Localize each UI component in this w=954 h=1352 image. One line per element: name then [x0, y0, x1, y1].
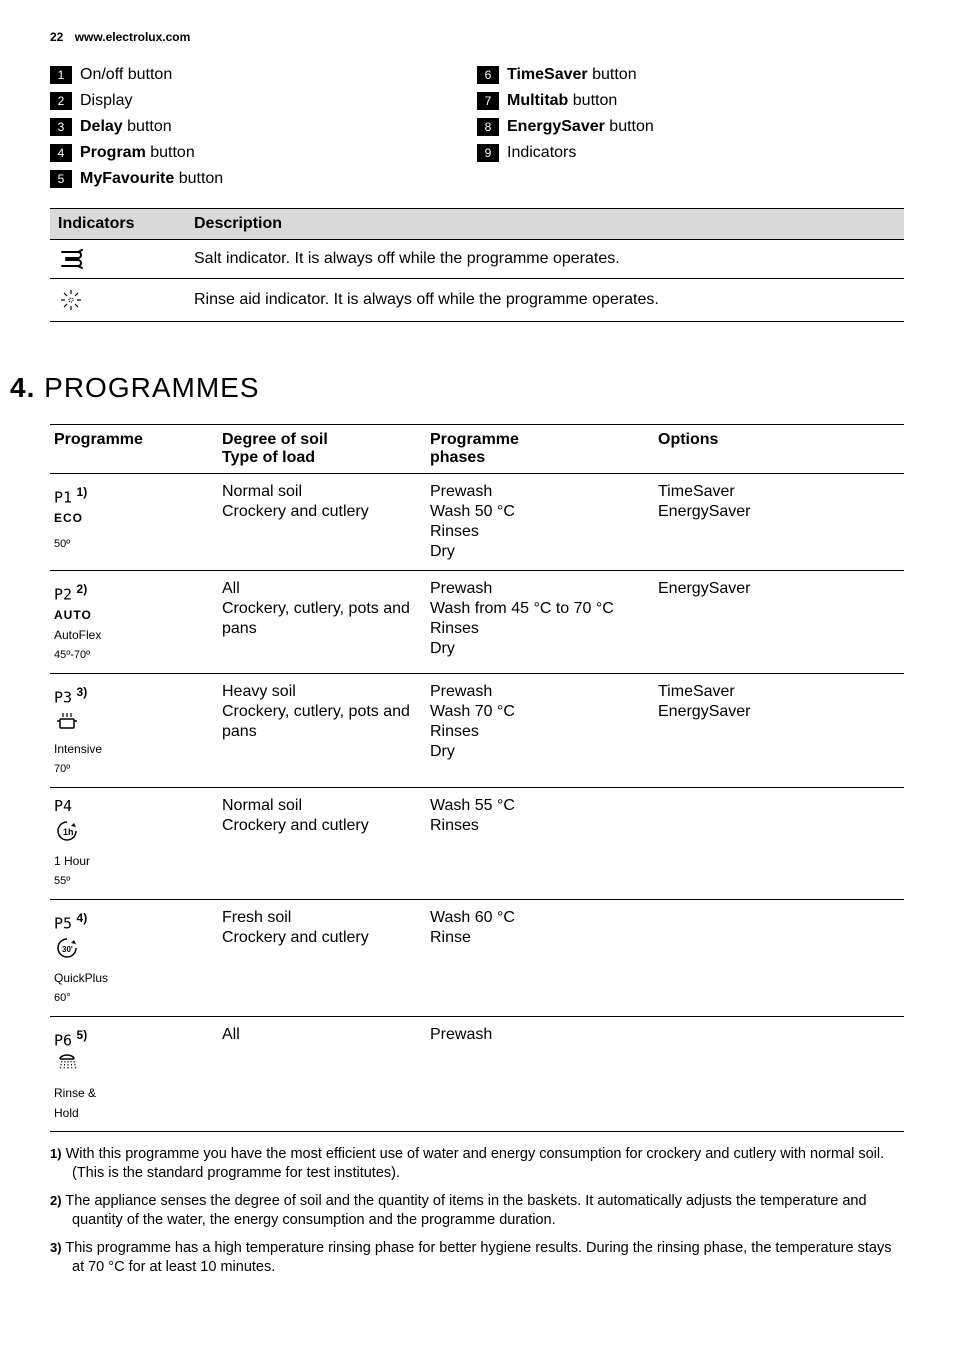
legend-text: On/off button [80, 64, 172, 86]
footnotes: 1) With this programme you have the most… [50, 1144, 904, 1277]
footnote-2: 2) The appliance senses the degree of so… [50, 1191, 904, 1230]
legend-item: 9 Indicators [477, 142, 904, 164]
indicators-table: Indicators Description Salt indicator. I… [50, 208, 904, 322]
legend: 1 On/off button 2 Display 3 Delay button… [50, 64, 904, 194]
legend-item: 8 EnergySaver button [477, 116, 904, 138]
legend-item: 3 Delay button [50, 116, 477, 138]
legend-badge: 5 [50, 170, 72, 188]
legend-text: Delay button [80, 116, 172, 138]
footnote-1: 1) With this programme you have the most… [50, 1144, 904, 1183]
phases-p1: PrewashWash 50 °CRinsesDry [426, 474, 654, 571]
legend-badge: 2 [50, 92, 72, 110]
prog-p3: P3 3) Intensive 70º [50, 674, 218, 787]
legend-item: 5 MyFavourite button [50, 168, 477, 190]
legend-text: Program button [80, 142, 195, 164]
page-number: 22 [50, 30, 63, 44]
options-p6 [654, 1016, 904, 1131]
pot-icon [54, 711, 214, 737]
salt-icon [50, 240, 186, 279]
section-4-title: 4. PROGRAMMES [10, 372, 904, 404]
footnote-3: 3) This programme has a high temperature… [50, 1238, 904, 1277]
legend-text: MyFavourite button [80, 168, 223, 190]
legend-item: 4 Program button [50, 142, 477, 164]
phases-p3: PrewashWash 70 °CRinsesDry [426, 674, 654, 787]
legend-badge: 6 [477, 66, 499, 84]
header-url: www.electrolux.com [75, 30, 191, 44]
legend-badge: 4 [50, 144, 72, 162]
legend-item: 2 Display [50, 90, 477, 112]
soil-p1: Normal soilCrockery and cutlery [218, 474, 426, 571]
th-options: Options [654, 425, 904, 474]
soil-p2: AllCrockery, cutlery, pots and pans [218, 571, 426, 674]
options-p2: EnergySaver [654, 571, 904, 674]
svg-text:30': 30' [62, 945, 73, 954]
programmes-table: Programme Degree of soil Type of load Pr… [50, 424, 904, 1132]
phases-p4: Wash 55 °CRinses [426, 787, 654, 899]
legend-text: TimeSaver button [507, 64, 637, 86]
legend-text: Multitab button [507, 90, 617, 112]
legend-item: 6 TimeSaver button [477, 64, 904, 86]
table-row: Salt indicator. It is always off while t… [50, 240, 904, 279]
th-indicators: Indicators [50, 209, 186, 240]
table-row: P6 5) Rinse &Hold [50, 1016, 904, 1131]
legend-badge: 3 [50, 118, 72, 136]
legend-badge: 9 [477, 144, 499, 162]
clock-1h-icon: 1h [54, 819, 214, 849]
clock-30-icon: 30' [54, 936, 214, 966]
salt-desc: Salt indicator. It is always off while t… [186, 240, 904, 279]
legend-item: 7 Multitab button [477, 90, 904, 112]
legend-badge: 7 [477, 92, 499, 110]
th-description: Description [186, 209, 904, 240]
prog-p2: P2 2) AUTO AutoFlex 45º-70º [50, 571, 218, 674]
phases-p2: PrewashWash from 45 °C to 70 °CRinsesDry [426, 571, 654, 674]
rinse-aid-icon [50, 279, 186, 322]
legend-text: EnergySaver button [507, 116, 654, 138]
legend-text: Display [80, 90, 132, 112]
options-p4 [654, 787, 904, 899]
table-header-row: Indicators Description [50, 209, 904, 240]
prog-p5: P5 4) 30' QuickPlus 60° [50, 899, 218, 1016]
options-p3: TimeSaverEnergySaver [654, 674, 904, 787]
soil-p5: Fresh soilCrockery and cutlery [218, 899, 426, 1016]
phases-p6: Prewash [426, 1016, 654, 1131]
legend-text: Indicators [507, 142, 576, 164]
th-phases: Programme phases [426, 425, 654, 474]
prog-p6: P6 5) Rinse &Hold [50, 1016, 218, 1131]
th-soil: Degree of soil Type of load [218, 425, 426, 474]
table-row: Rinse aid indicator. It is always off wh… [50, 279, 904, 322]
svg-text:1h: 1h [63, 827, 74, 837]
options-p5 [654, 899, 904, 1016]
legend-col-right: 6 TimeSaver button 7 Multitab button 8 E… [477, 64, 904, 194]
legend-col-left: 1 On/off button 2 Display 3 Delay button… [50, 64, 477, 194]
soil-p6: All [218, 1016, 426, 1131]
rinse-aid-desc: Rinse aid indicator. It is always off wh… [186, 279, 904, 322]
options-p1: TimeSaverEnergySaver [654, 474, 904, 571]
legend-badge: 8 [477, 118, 499, 136]
legend-badge: 1 [50, 66, 72, 84]
phases-p5: Wash 60 °CRinse [426, 899, 654, 1016]
table-row: P2 2) AUTO AutoFlex 45º-70º AllCrockery,… [50, 571, 904, 674]
table-row: P3 3) Intensive 70º Heavy soilCrockery, … [50, 674, 904, 787]
soil-p3: Heavy soilCrockery, cutlery, pots and pa… [218, 674, 426, 787]
table-row: P5 4) 30' QuickPlus 60° Fresh soilCrocke… [50, 899, 904, 1016]
th-programme: Programme [50, 425, 218, 474]
page-header: 22 www.electrolux.com [50, 30, 904, 44]
table-row: P1 1) ECO 50º Normal soilCrockery and cu… [50, 474, 904, 571]
table-row: P4 1h 1 Hour 55º Normal soilCrockery and… [50, 787, 904, 899]
prog-p1: P1 1) ECO 50º [50, 474, 218, 571]
table-header-row: Programme Degree of soil Type of load Pr… [50, 425, 904, 474]
prog-p4: P4 1h 1 Hour 55º [50, 787, 218, 899]
legend-item: 1 On/off button [50, 64, 477, 86]
shower-icon [54, 1053, 214, 1081]
soil-p4: Normal soilCrockery and cutlery [218, 787, 426, 899]
